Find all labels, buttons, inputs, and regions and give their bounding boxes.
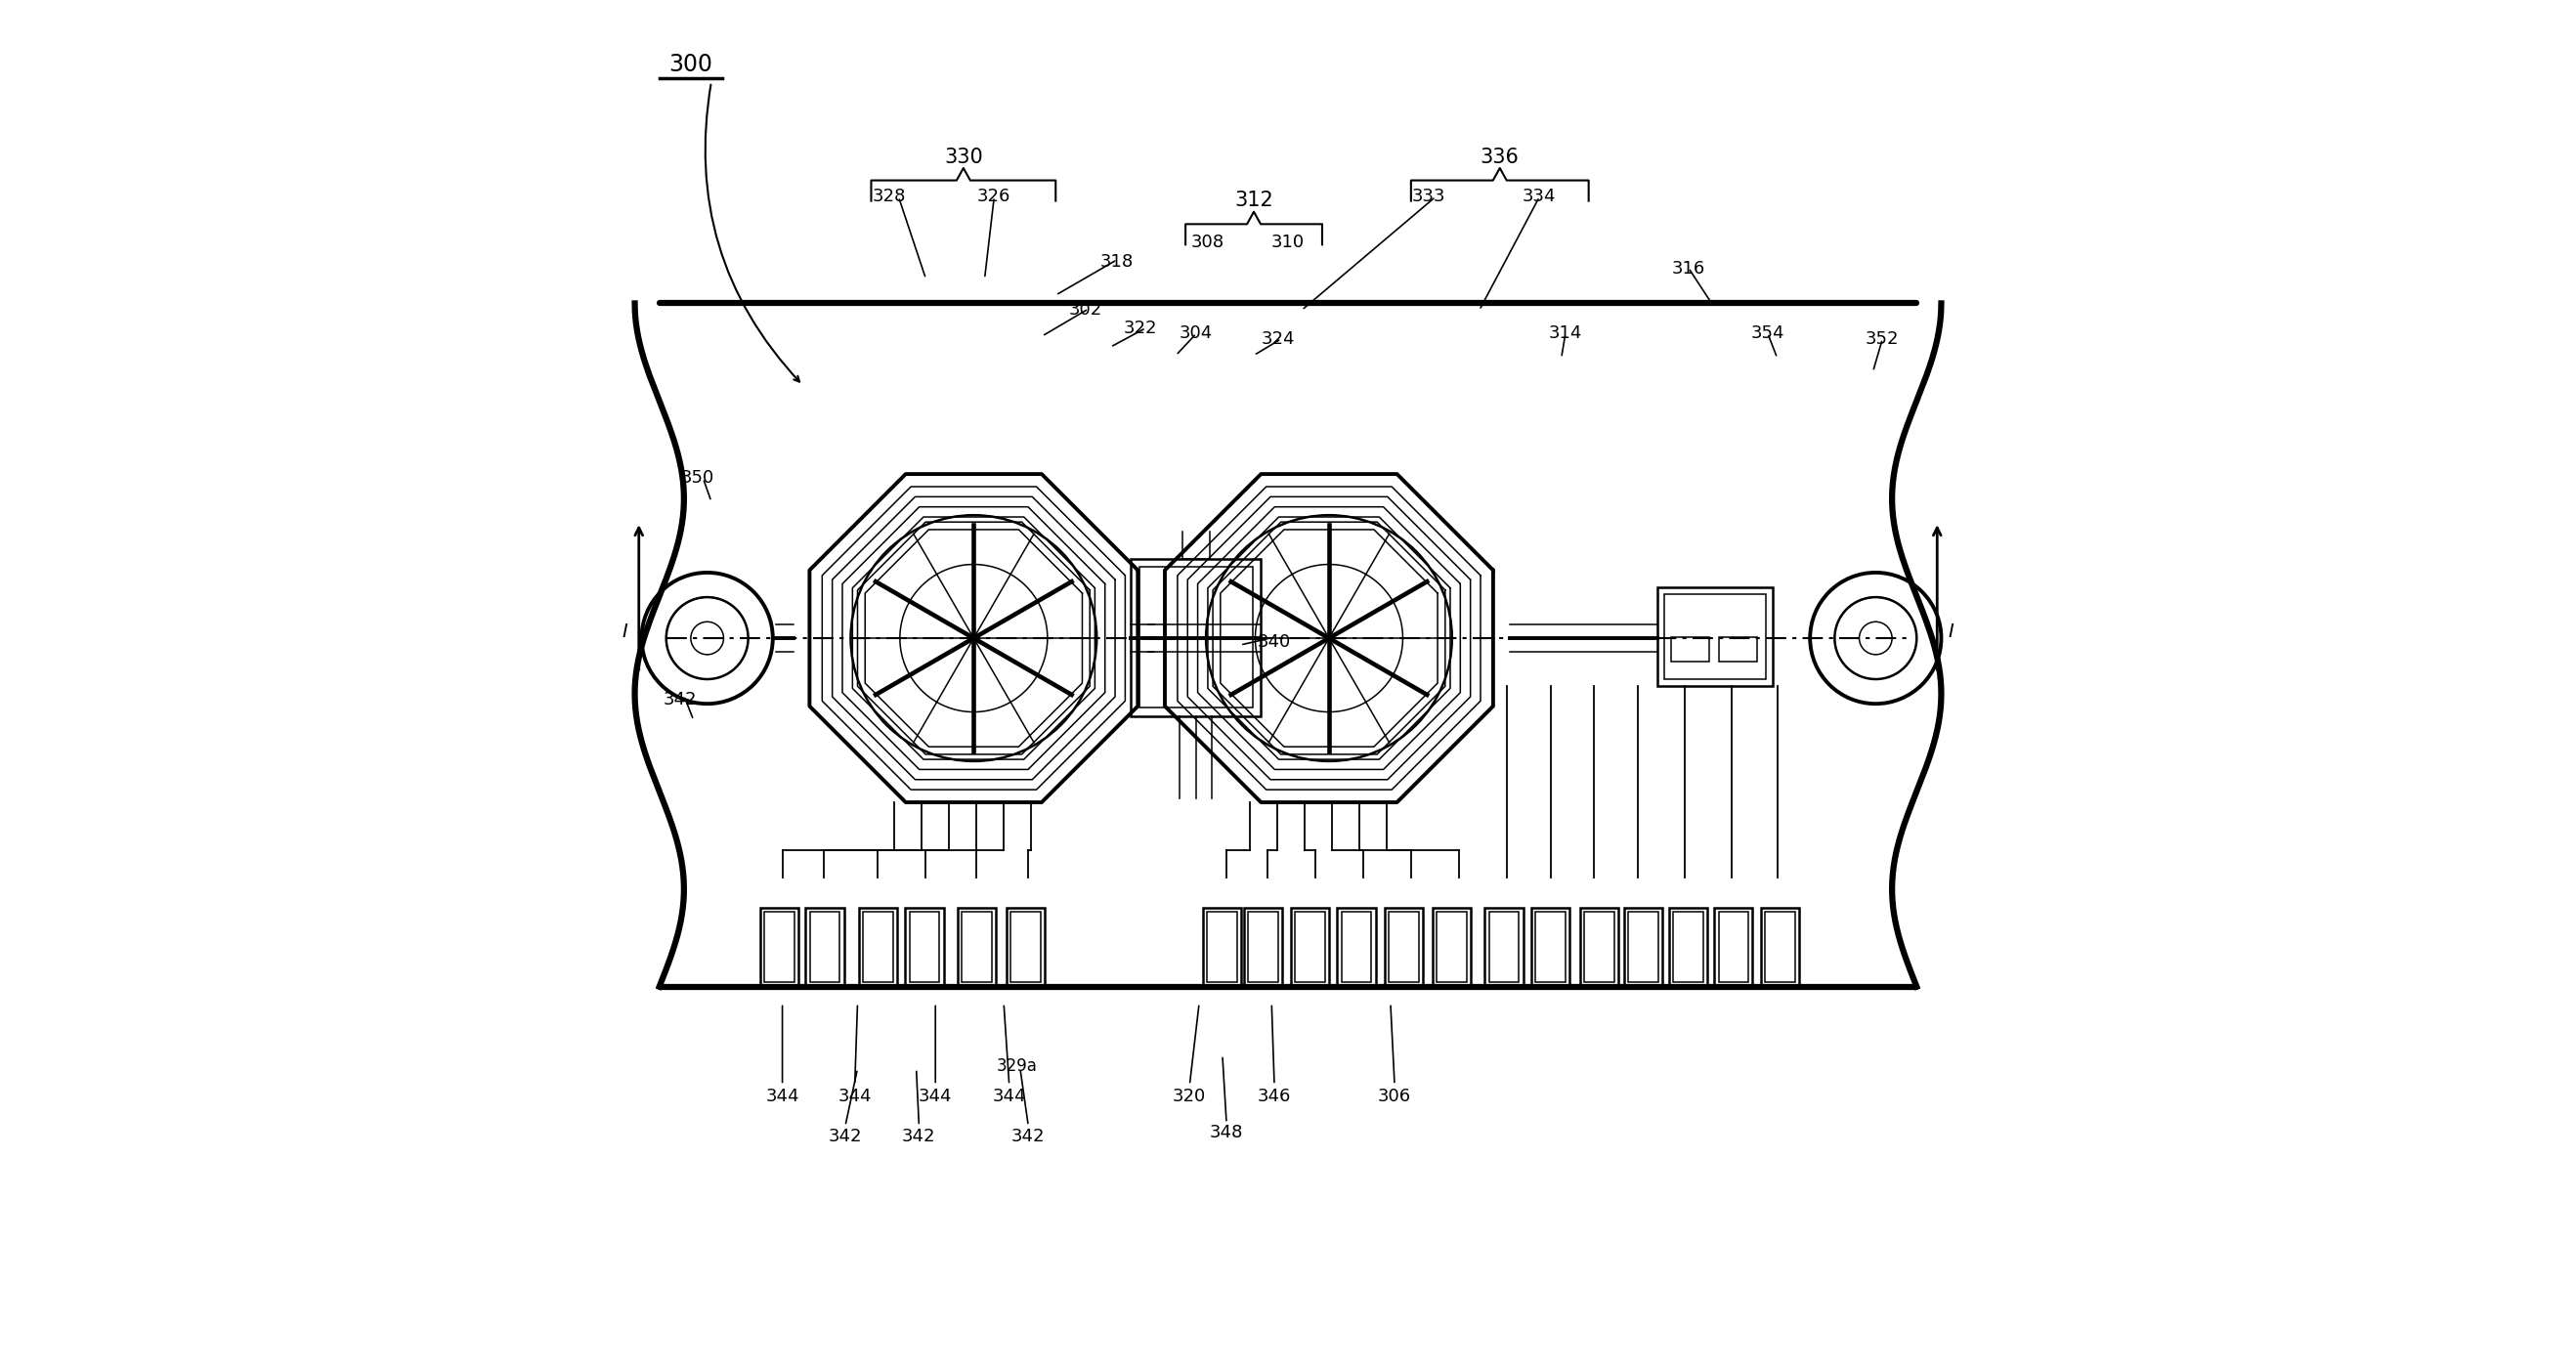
Bar [1584,911,1615,982]
Text: 342: 342 [829,1128,863,1146]
Text: 350: 350 [680,469,714,487]
Bar [765,911,793,982]
Bar [909,911,940,982]
Text: 329a: 329a [997,1056,1038,1074]
Bar [1342,911,1370,982]
Bar [1530,907,1569,986]
Bar [1718,911,1749,982]
Text: 333: 333 [1412,188,1445,206]
Text: 342: 342 [662,691,696,708]
Bar [858,907,896,986]
Bar [1386,907,1425,986]
Bar [1669,907,1708,986]
Bar [1625,907,1662,986]
Text: 304: 304 [1180,325,1213,342]
Bar [1203,907,1242,986]
Bar [1765,911,1795,982]
Bar [806,907,845,986]
Text: 354: 354 [1752,325,1785,342]
Bar [1656,587,1772,686]
Text: 344: 344 [920,1087,953,1104]
Bar [1388,911,1419,982]
Text: 322: 322 [1123,320,1157,336]
Text: 344: 344 [765,1087,799,1104]
Bar [1535,911,1566,982]
Text: 346: 346 [1257,1087,1291,1104]
Bar [1672,637,1708,661]
Bar [1762,907,1798,986]
Text: 334: 334 [1522,188,1556,206]
Bar [1131,558,1260,716]
Bar [961,911,992,982]
Bar [904,907,943,986]
Text: 344: 344 [992,1087,1025,1104]
Text: 326: 326 [976,188,1010,206]
Text: 310: 310 [1273,233,1303,251]
Bar [1208,911,1236,982]
Text: 314: 314 [1548,325,1582,342]
Bar [1718,637,1757,661]
Text: I: I [623,622,629,641]
Text: 330: 330 [943,147,984,167]
Text: 316: 316 [1672,261,1705,279]
Text: 344: 344 [837,1087,871,1104]
Bar [863,911,894,982]
Text: 328: 328 [873,188,907,206]
Bar [1664,594,1767,679]
Bar [1337,907,1376,986]
Text: 300: 300 [670,52,714,75]
Text: 306: 306 [1378,1087,1412,1104]
Bar [1489,911,1520,982]
Text: 302: 302 [1069,302,1103,318]
Text: 318: 318 [1100,254,1133,272]
Bar [809,911,840,982]
Text: 308: 308 [1190,233,1224,251]
Bar [1007,907,1046,986]
Bar [1139,567,1252,708]
Text: 352: 352 [1865,331,1899,347]
Text: 340: 340 [1257,634,1291,652]
Bar [1437,911,1466,982]
Text: 312: 312 [1234,191,1273,210]
Bar [1244,907,1283,986]
Text: 324: 324 [1262,331,1296,347]
Text: 348: 348 [1211,1124,1244,1142]
Bar [1674,911,1703,982]
Text: 342: 342 [1012,1128,1046,1146]
Bar [1432,907,1471,986]
Text: 342: 342 [902,1128,935,1146]
Bar [1628,911,1659,982]
Bar [1716,907,1752,986]
Bar [1296,911,1324,982]
Text: 320: 320 [1172,1087,1206,1104]
Text: I: I [1947,622,1953,641]
Bar [1484,907,1522,986]
Bar [1291,907,1329,986]
Text: 336: 336 [1481,147,1520,167]
Bar [1249,911,1278,982]
Bar [1010,911,1041,982]
Bar [958,907,994,986]
Bar [760,907,799,986]
Bar [1582,907,1618,986]
